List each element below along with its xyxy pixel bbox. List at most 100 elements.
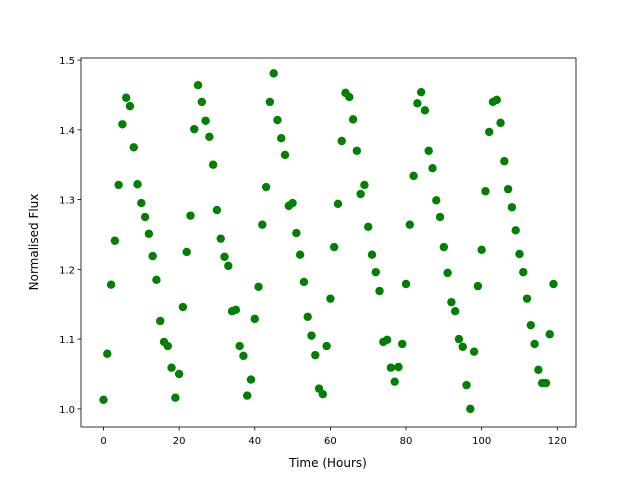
point xyxy=(239,351,248,361)
point xyxy=(152,275,161,285)
point xyxy=(375,286,384,296)
point xyxy=(299,277,309,287)
point xyxy=(390,377,399,386)
point xyxy=(167,363,176,372)
point xyxy=(125,101,135,111)
axes-frame xyxy=(80,57,577,428)
point xyxy=(526,320,536,330)
point xyxy=(318,390,328,399)
point xyxy=(156,316,165,326)
point xyxy=(485,127,494,137)
y-tick-label: 1.0 xyxy=(59,405,75,416)
point xyxy=(258,220,267,229)
point xyxy=(280,150,290,160)
point xyxy=(462,380,471,390)
point xyxy=(481,187,490,196)
point xyxy=(121,93,131,102)
point xyxy=(269,69,278,78)
point xyxy=(186,211,195,220)
point xyxy=(500,157,509,166)
point xyxy=(428,164,437,173)
point xyxy=(507,203,517,212)
point xyxy=(364,222,373,232)
point xyxy=(345,92,354,102)
point xyxy=(224,261,233,271)
point xyxy=(534,365,543,375)
point xyxy=(246,375,256,384)
point xyxy=(492,95,501,105)
point xyxy=(137,198,146,208)
point xyxy=(129,143,138,152)
point xyxy=(371,267,380,277)
point xyxy=(348,115,358,124)
point xyxy=(216,234,225,243)
point xyxy=(337,136,346,146)
point xyxy=(250,314,259,324)
point xyxy=(144,229,154,238)
point xyxy=(360,180,369,190)
x-tick-label: 0 xyxy=(100,436,106,447)
point xyxy=(443,268,452,278)
point xyxy=(458,342,467,351)
point xyxy=(118,120,127,129)
point xyxy=(386,363,396,372)
y-axis-label: Normalised Flux xyxy=(27,194,41,291)
point xyxy=(193,81,203,90)
x-tick-label: 60 xyxy=(324,436,337,447)
point xyxy=(503,184,513,194)
point xyxy=(235,341,244,351)
point xyxy=(447,297,456,307)
point xyxy=(205,132,214,142)
point xyxy=(454,334,464,344)
point xyxy=(99,395,108,404)
point xyxy=(519,267,528,277)
y-tick-label: 1.5 xyxy=(59,56,75,67)
point xyxy=(212,205,222,215)
point xyxy=(496,118,505,128)
point xyxy=(398,339,407,349)
point xyxy=(326,294,335,303)
point xyxy=(530,339,539,349)
point xyxy=(163,341,172,351)
x-tick-label: 40 xyxy=(248,436,261,447)
point xyxy=(522,294,532,303)
point xyxy=(114,180,123,190)
point xyxy=(171,393,180,402)
point xyxy=(311,350,320,360)
point xyxy=(292,228,301,238)
point xyxy=(265,97,275,107)
point xyxy=(401,279,411,289)
point xyxy=(469,347,479,356)
point xyxy=(242,391,252,400)
x-axis-label: Time (Hours) xyxy=(288,456,367,470)
point xyxy=(352,146,362,155)
point xyxy=(201,116,210,125)
point xyxy=(190,124,199,134)
point xyxy=(466,404,475,414)
point xyxy=(307,331,316,340)
point xyxy=(322,341,331,351)
point xyxy=(545,330,554,339)
point xyxy=(477,245,486,255)
point xyxy=(231,305,241,315)
point xyxy=(288,198,297,208)
point xyxy=(394,362,403,372)
y-tick-label: 1.1 xyxy=(59,335,75,346)
point xyxy=(473,281,483,291)
y-tick-label: 1.4 xyxy=(59,126,75,137)
point xyxy=(333,199,343,208)
point xyxy=(174,369,184,379)
point xyxy=(133,180,142,189)
point xyxy=(424,146,433,155)
point xyxy=(106,280,116,289)
point xyxy=(515,249,524,259)
point xyxy=(140,212,150,222)
point xyxy=(356,189,365,199)
point xyxy=(273,115,282,125)
point xyxy=(413,99,422,108)
point xyxy=(435,212,445,222)
point xyxy=(432,196,441,205)
point xyxy=(261,182,271,192)
point xyxy=(303,312,312,321)
